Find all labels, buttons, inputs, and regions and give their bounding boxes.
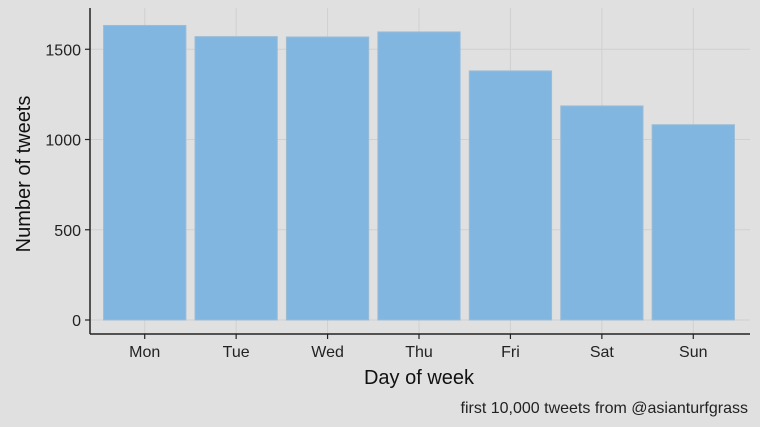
y-tick-label: 0 (72, 313, 81, 330)
x-tick-label: Tue (223, 344, 250, 361)
x-tick-label: Fri (501, 344, 520, 361)
x-tick-label: Thu (405, 344, 433, 361)
bar-wed (285, 36, 370, 321)
x-tick-label: Sun (679, 344, 707, 361)
bar-sat (560, 105, 644, 321)
x-axis-ticks: Mon Tue Wed Thu Fri Sat Sun (129, 334, 708, 361)
bar-mon (103, 24, 187, 321)
x-axis-title: Day of week (364, 367, 475, 389)
bar-tue (194, 36, 278, 321)
bars (103, 24, 735, 321)
bar-thu (377, 31, 461, 321)
y-tick-label: 500 (54, 223, 81, 240)
x-tick-label: Sat (590, 344, 615, 361)
y-axis-title: Number of tweets (13, 96, 35, 253)
y-tick-label: 1500 (45, 42, 81, 59)
bar-sun (651, 124, 735, 321)
x-tick-label: Wed (311, 344, 344, 361)
y-axis-ticks: 0 500 1000 1500 (45, 42, 90, 330)
bar-fri (468, 70, 553, 321)
y-tick-label: 1000 (45, 133, 81, 150)
x-tick-label: Mon (129, 344, 160, 361)
chart-caption: first 10,000 tweets from @asianturfgrass (461, 400, 748, 417)
